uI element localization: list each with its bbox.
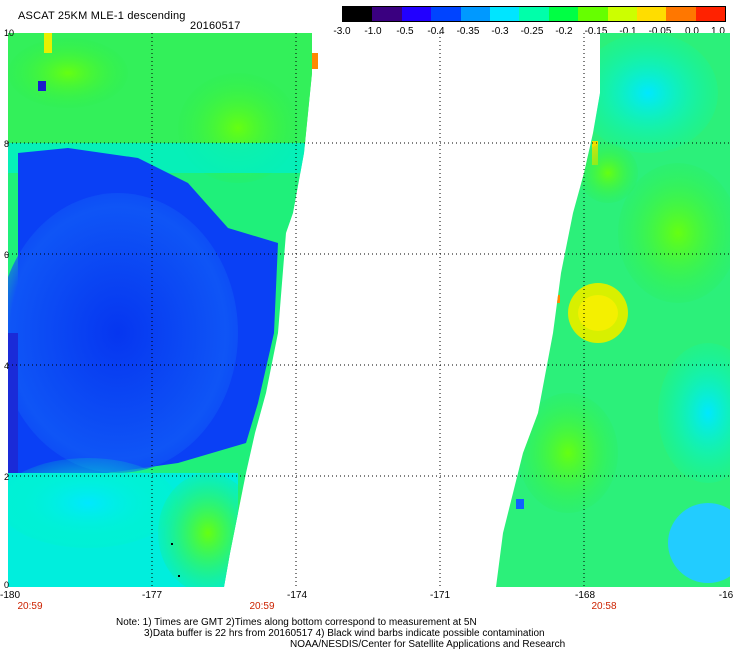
x-tick-label: -16 — [718, 590, 734, 601]
y-tick-label: 2 — [4, 472, 10, 482]
colorbar-swatch — [578, 7, 608, 21]
colorbar-swatch — [666, 7, 696, 21]
edge-pixel — [44, 33, 52, 53]
colorbar-label: -0.5 — [396, 26, 414, 37]
colorbar-swatch — [460, 7, 490, 21]
colorbar-swatch — [519, 7, 549, 21]
colorbar-swatch — [636, 7, 667, 21]
footer-note: 3)Data buffer is 22 hrs from 20160517 4)… — [144, 628, 545, 639]
colorbar-label: 0.0 — [685, 26, 699, 37]
pass-time: 20:58 — [591, 601, 617, 612]
colorbar-label: -0.15 — [584, 26, 608, 37]
y-tick-label: 10 — [4, 28, 15, 38]
edge-pixel — [38, 81, 46, 91]
contamination-mark — [178, 575, 180, 577]
grid-lines — [8, 33, 730, 587]
colorbar-labels: -3.0 -1.0 -0.5 -0.4 -0.35 -0.3 -0.25 -0.… — [333, 26, 726, 40]
y-tick-label: 4 — [4, 361, 10, 371]
x-tick-label: -171 — [429, 590, 451, 601]
colorbar-swatch — [489, 7, 520, 21]
footer-credit: NOAA/NESDIS/Center for Satellite Applica… — [290, 639, 566, 650]
x-tick-label: -180 — [0, 590, 21, 601]
pass-time: 20:59 — [249, 601, 275, 612]
x-tick-label: -168 — [574, 590, 596, 601]
edge-pixel — [312, 53, 318, 69]
colorbar-swatch — [548, 7, 579, 21]
colorbar-label: -0.25 — [520, 26, 544, 37]
colorbar-label: -0.3 — [491, 26, 509, 37]
colorbar-label: -0.35 — [456, 26, 480, 37]
colorbar-label: -0.05 — [648, 26, 672, 37]
colorbar-label: -0.4 — [427, 26, 445, 37]
y-tick-label: 8 — [4, 139, 10, 149]
colorbar-label: 1.0 — [711, 26, 725, 37]
product-title: ASCAT 25KM MLE-1 descending — [18, 10, 186, 22]
colorbar-swatch — [343, 7, 373, 21]
colorbar-label: -0.1 — [619, 26, 637, 37]
colorbar-swatch — [695, 7, 725, 21]
right-swath — [496, 33, 730, 587]
colorbar-label: -1.0 — [364, 26, 382, 37]
footer-note: Note: 1) Times are GMT 2)Times along bot… — [116, 617, 477, 628]
x-tick-label: -174 — [286, 590, 308, 601]
contamination-mark — [171, 543, 173, 545]
left-swath — [8, 33, 312, 587]
y-tick-label: 6 — [4, 250, 10, 260]
pass-time: 20:59 — [17, 601, 43, 612]
map-panel — [8, 33, 730, 587]
colorbar-swatch — [607, 7, 637, 21]
colorbar-swatch — [401, 7, 432, 21]
colorbar — [342, 6, 726, 22]
swath-map — [8, 33, 730, 587]
colorbar-swatch — [431, 7, 461, 21]
colorbar-label: -3.0 — [333, 26, 351, 37]
colorbar-label: -0.2 — [555, 26, 573, 37]
x-tick-label: -177 — [141, 590, 163, 601]
product-date: 20160517 — [190, 20, 241, 32]
colorbar-swatch — [372, 7, 402, 21]
y-tick-label: 0 — [4, 580, 10, 590]
